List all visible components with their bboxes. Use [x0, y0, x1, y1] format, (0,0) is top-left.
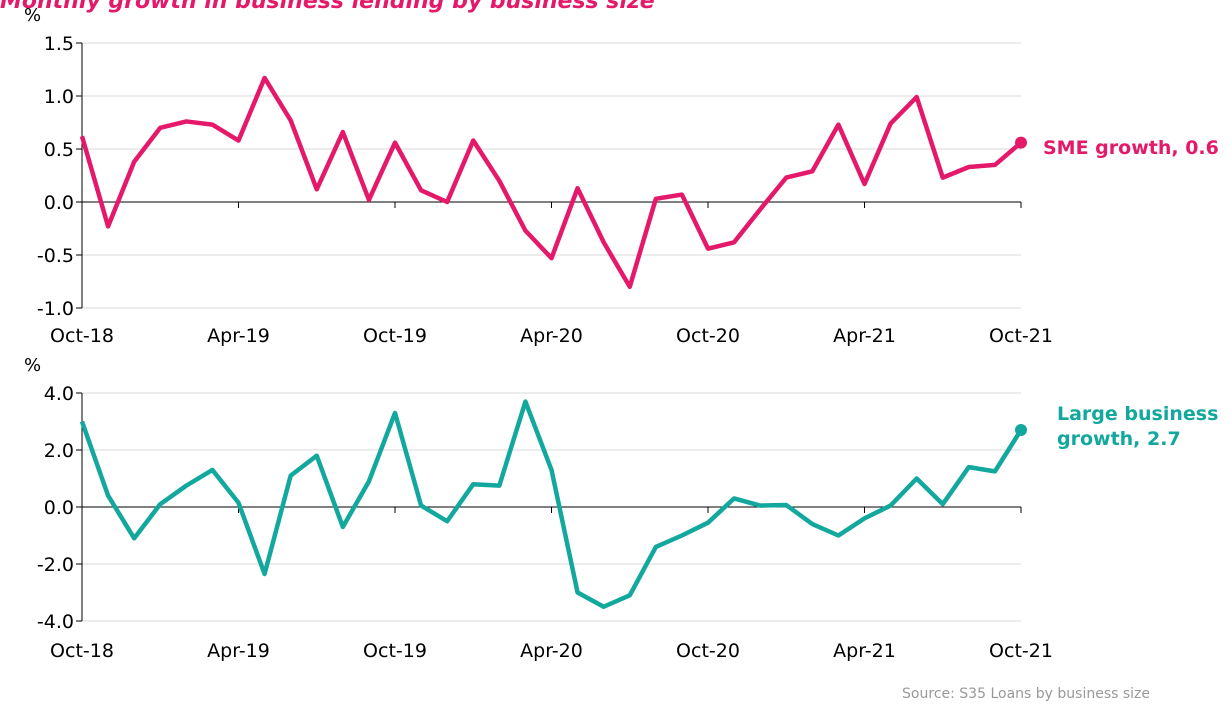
line: [79, 399, 1023, 609]
annotation: SME growth, 0.6: [1043, 137, 1219, 159]
y-tick-label: -0.5: [37, 245, 74, 267]
y-tick-label: -2.0: [37, 554, 74, 576]
annotation: Large business growth, 2.7: [1057, 403, 1219, 450]
y-tick-label: 0.5: [44, 139, 74, 161]
line: [79, 75, 1023, 290]
y-tick-label: -1.0: [37, 298, 74, 320]
x-tick-label: Apr-20: [520, 640, 583, 662]
chart-title: Monthly growth in business lending by bu…: [0, 0, 655, 14]
x-tick-label: Apr-21: [833, 640, 896, 662]
x-tick-label: Oct-21: [989, 640, 1053, 662]
source: Source: S35 Loans by business size: [902, 686, 1150, 702]
y-axis-label: %: [24, 5, 41, 26]
y-tick-label: 0.0: [44, 192, 74, 214]
x-tick-label: Oct-20: [676, 640, 740, 662]
x-tick-label: Apr-21: [833, 325, 896, 347]
x-tick-label: Oct-19: [363, 325, 427, 347]
x-tick-label: Apr-19: [207, 640, 270, 662]
x-tick-label: Oct-19: [363, 640, 427, 662]
x-tick-label: Oct-18: [50, 325, 114, 347]
y-tick-label: 2.0: [44, 440, 74, 462]
end-dot: [1015, 424, 1027, 437]
y-tick-label: 4.0: [44, 383, 74, 405]
y-tick-label: -4.0: [37, 611, 74, 633]
end-dot: [1015, 136, 1027, 149]
x-tick-label: Oct-18: [50, 640, 114, 662]
x-tick-label: Oct-21: [989, 325, 1053, 347]
x-tick-label: Oct-20: [676, 325, 740, 347]
x-tick-label: Apr-19: [207, 325, 270, 347]
y-tick-label: 0.0: [44, 497, 74, 519]
y-tick-label: 1.5: [44, 33, 74, 55]
x-tick-label: Apr-20: [520, 325, 583, 347]
y-tick-label: 1.0: [44, 86, 74, 108]
y-axis-label: %: [24, 355, 41, 376]
